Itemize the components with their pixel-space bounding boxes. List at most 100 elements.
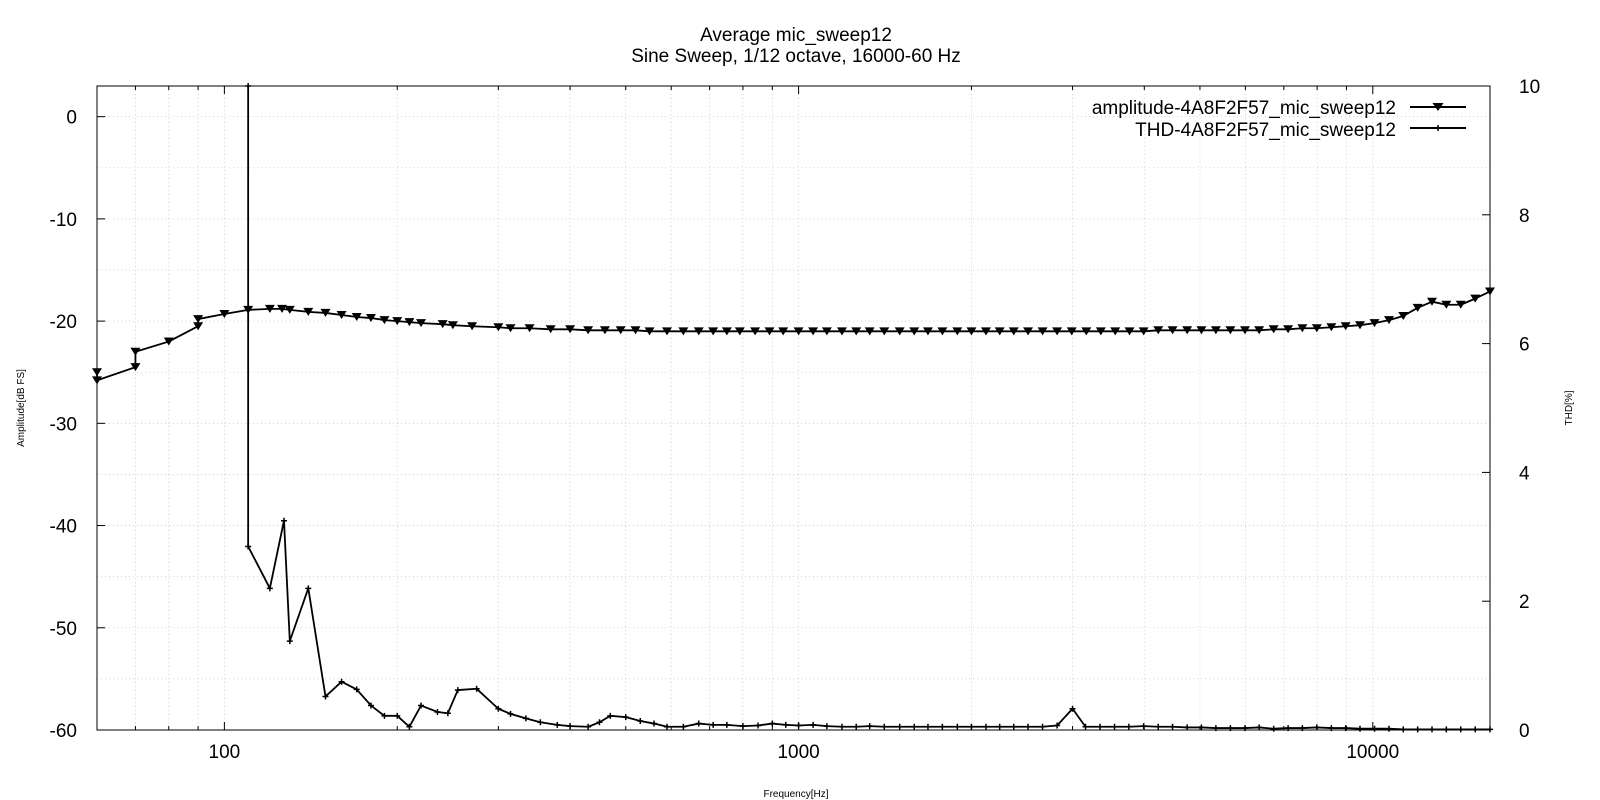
amplitude-point (1167, 326, 1178, 335)
thd-point (607, 712, 614, 719)
amplitude-point (750, 327, 761, 336)
thd-point (454, 687, 461, 694)
thd-point (680, 723, 687, 730)
amplitude-point (644, 327, 655, 336)
legend-marker-thd (1435, 125, 1441, 131)
x-tick-label: 1000 (777, 742, 819, 763)
amplitude-point (615, 326, 626, 335)
thd-point (1025, 723, 1032, 730)
axes: 0 -10 -20 -30 -40 -50 -60 10 8 6 4 2 0 100 1000 10000 (50, 77, 1541, 763)
y-tick-label: 0 (66, 108, 77, 129)
thd-point (1184, 724, 1191, 731)
amplitude-point (1037, 327, 1048, 336)
amplitude-point (467, 322, 478, 331)
amplitude-point (193, 315, 204, 324)
amplitude-point (1182, 326, 1193, 335)
y-tick-label: -10 (50, 210, 77, 231)
amplitude-point (92, 376, 102, 385)
thd-point (1039, 723, 1046, 730)
thd-point (394, 712, 401, 719)
y2-tick-label: 4 (1519, 463, 1530, 484)
amplitude-point (778, 327, 789, 336)
thd-point (473, 685, 480, 692)
thd-point (381, 712, 388, 719)
amplitude-point (1427, 297, 1438, 306)
legend-marker-amplitude (1432, 103, 1444, 111)
thd-point (305, 585, 312, 592)
amplitude-point (1268, 325, 1279, 334)
y-tick-label: -30 (50, 414, 77, 435)
amplitude-point (1153, 326, 1164, 335)
thd-point (367, 702, 374, 709)
amplitude-point (505, 324, 516, 333)
amplitude-point (836, 327, 847, 336)
amplitude-point (678, 327, 689, 336)
thd-point (1054, 722, 1061, 729)
thd-point (838, 723, 845, 730)
thd-point (280, 517, 287, 524)
thd-point (245, 543, 252, 550)
amplitude-point (708, 327, 719, 336)
thd-point (1256, 724, 1263, 731)
thd-point (1371, 725, 1378, 732)
amplitude-point (277, 304, 288, 313)
thd-point (968, 723, 975, 730)
amplitude-point (1210, 326, 1221, 335)
amplitude-point (1081, 327, 1092, 336)
amplitude-point (379, 316, 390, 325)
amplitude-point (630, 326, 641, 335)
thd-point (444, 710, 451, 717)
thd-point (338, 678, 345, 685)
amplitude-point (524, 324, 535, 333)
legend-entry-amplitude: amplitude-4A8F2F57_mic_sweep12 (1092, 98, 1466, 119)
thd-point (810, 721, 817, 728)
amplitude-point (1110, 327, 1121, 336)
thd-point (755, 722, 762, 729)
amplitude-point (1138, 327, 1149, 336)
chart-subtitle: Sine Sweep, 1/12 octave, 16000-60 Hz (631, 46, 961, 67)
y-tick-label: -50 (50, 619, 77, 640)
thd-point (286, 638, 293, 645)
amplitude-point (851, 327, 862, 336)
amplitude-point (303, 307, 314, 316)
thd-point (1140, 723, 1147, 730)
amplitude-point (92, 368, 102, 377)
thd-point (1385, 725, 1392, 732)
thd-point (1111, 723, 1118, 730)
y-tick-label: -40 (50, 517, 77, 538)
legend-entry-thd: THD-4A8F2F57_mic_sweep12 (1135, 120, 1466, 141)
amplitude-point (404, 318, 415, 327)
thd-point (710, 721, 717, 728)
amplitude-point (565, 325, 576, 334)
thd-point (1010, 723, 1017, 730)
thd-point (782, 721, 789, 728)
y-axis-label: Amplitude[dB FS] (16, 369, 27, 447)
thd-point (1443, 726, 1450, 733)
amplitude-point (879, 327, 890, 336)
amplitude-point (1311, 324, 1322, 333)
amplitude-point (922, 327, 933, 336)
thd-point (1429, 726, 1436, 733)
thd-point (537, 719, 544, 726)
amplitude-point (493, 323, 504, 332)
amplitude-point (952, 327, 963, 336)
amplitude-point (1008, 327, 1019, 336)
amplitude-point (583, 326, 594, 335)
thd-point (1328, 725, 1335, 732)
amplitude-point (1283, 325, 1294, 334)
thd-point (1155, 723, 1162, 730)
amplitude-point (1052, 327, 1063, 336)
legend-label-thd: THD-4A8F2F57_mic_sweep12 (1135, 120, 1396, 141)
thd-point (1472, 726, 1479, 733)
amplitude-point (1441, 300, 1452, 309)
amplitude-point (693, 327, 704, 336)
thd-point (1241, 725, 1248, 732)
thd-point (866, 723, 873, 730)
amplitude-point (447, 321, 458, 330)
amplitude-point (966, 327, 977, 336)
thd-point (353, 686, 360, 693)
amplitude-point (894, 327, 905, 336)
y-tick-label: -20 (50, 312, 77, 333)
y-tick-label: -60 (50, 721, 77, 742)
amplitude-point (1196, 326, 1207, 335)
